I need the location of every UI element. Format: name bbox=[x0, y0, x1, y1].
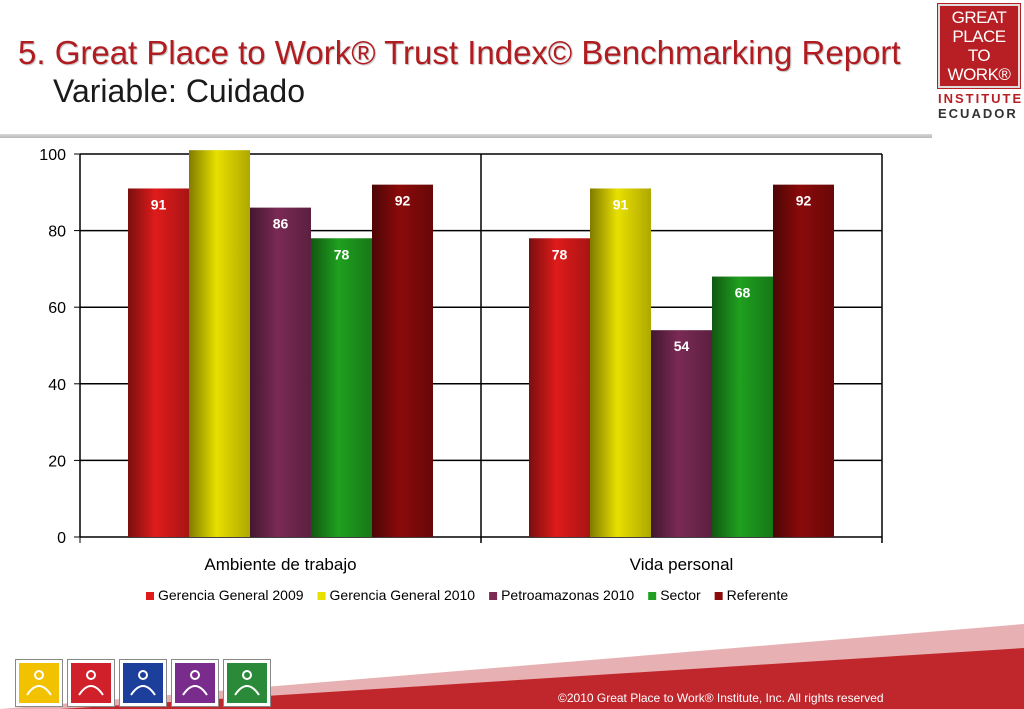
red-team-icon bbox=[67, 659, 115, 707]
logo-institute: INSTITUTE bbox=[938, 91, 1024, 106]
legend-label: Petroamazonas 2010 bbox=[501, 587, 634, 603]
bar bbox=[651, 330, 712, 537]
blue-team-icon bbox=[119, 659, 167, 707]
logo-country: ECUADOR bbox=[938, 106, 1018, 121]
legend-swatch bbox=[489, 592, 498, 600]
y-tick-label: 0 bbox=[57, 530, 66, 547]
y-tick-label: 80 bbox=[48, 224, 66, 241]
logo-line-4: WORK® bbox=[947, 65, 1011, 84]
yellow-team-icon bbox=[15, 659, 63, 707]
slide-title: 5. Great Place to Work® Trust Index© Ben… bbox=[18, 34, 901, 71]
data-label: 92 bbox=[796, 193, 812, 209]
data-label: 91 bbox=[613, 196, 629, 212]
data-label: 68 bbox=[735, 285, 751, 301]
bar bbox=[712, 276, 773, 537]
bar bbox=[128, 188, 189, 537]
logo-line-3: TO bbox=[967, 46, 991, 65]
data-label: 54 bbox=[674, 338, 690, 354]
bar bbox=[590, 188, 651, 537]
logo-line-2: PLACE bbox=[952, 27, 1006, 46]
legend-label: Gerencia General 2010 bbox=[330, 587, 476, 603]
legend-swatch bbox=[317, 592, 326, 600]
title-divider bbox=[0, 134, 932, 138]
y-tick-label: 60 bbox=[48, 300, 66, 317]
green-team-icon bbox=[223, 659, 271, 707]
data-label: 92 bbox=[395, 193, 411, 209]
x-category-label: Vida personal bbox=[630, 555, 734, 574]
bar bbox=[529, 238, 590, 537]
data-label: 78 bbox=[334, 246, 350, 262]
bar bbox=[189, 150, 250, 537]
logo-box: GREAT PLACE TO WORK® bbox=[938, 4, 1020, 88]
footer-copyright: ©2010 Great Place to Work® Institute, In… bbox=[558, 691, 884, 705]
y-tick-label: 100 bbox=[39, 147, 66, 164]
legend-swatch bbox=[146, 592, 154, 600]
slide-subtitle: Variable: Cuidado bbox=[53, 73, 306, 109]
purple-team-icon bbox=[171, 659, 219, 707]
y-tick-label: 20 bbox=[48, 453, 66, 470]
bar bbox=[372, 184, 433, 537]
bar bbox=[250, 207, 311, 537]
data-label: 78 bbox=[552, 246, 568, 262]
data-label: 86 bbox=[273, 216, 289, 232]
legend-label: Referente bbox=[727, 587, 789, 603]
bar-chart: 0 20 40 60 80 100 91 86 78 92 Ambiente de trabajo 7… bbox=[39, 147, 883, 603]
data-label: 91 bbox=[151, 196, 167, 212]
legend-swatch bbox=[648, 592, 657, 600]
title-block: 5. Great Place to Work® Trust Index© Ben… bbox=[18, 34, 901, 110]
legend-swatch bbox=[714, 592, 723, 600]
y-tick-label: 40 bbox=[48, 377, 66, 394]
x-category-label: Ambiente de trabajo bbox=[204, 555, 356, 574]
logo-line-1: GREAT bbox=[951, 8, 1007, 27]
icon-tiles bbox=[15, 659, 271, 707]
legend-label: Gerencia General 2009 bbox=[158, 587, 304, 603]
gptw-logo: GREAT PLACE TO WORK® INSTITUTE ECUADOR bbox=[938, 4, 1024, 121]
legend-label: Sector bbox=[660, 587, 701, 603]
bar bbox=[311, 238, 372, 537]
bar bbox=[773, 184, 834, 537]
